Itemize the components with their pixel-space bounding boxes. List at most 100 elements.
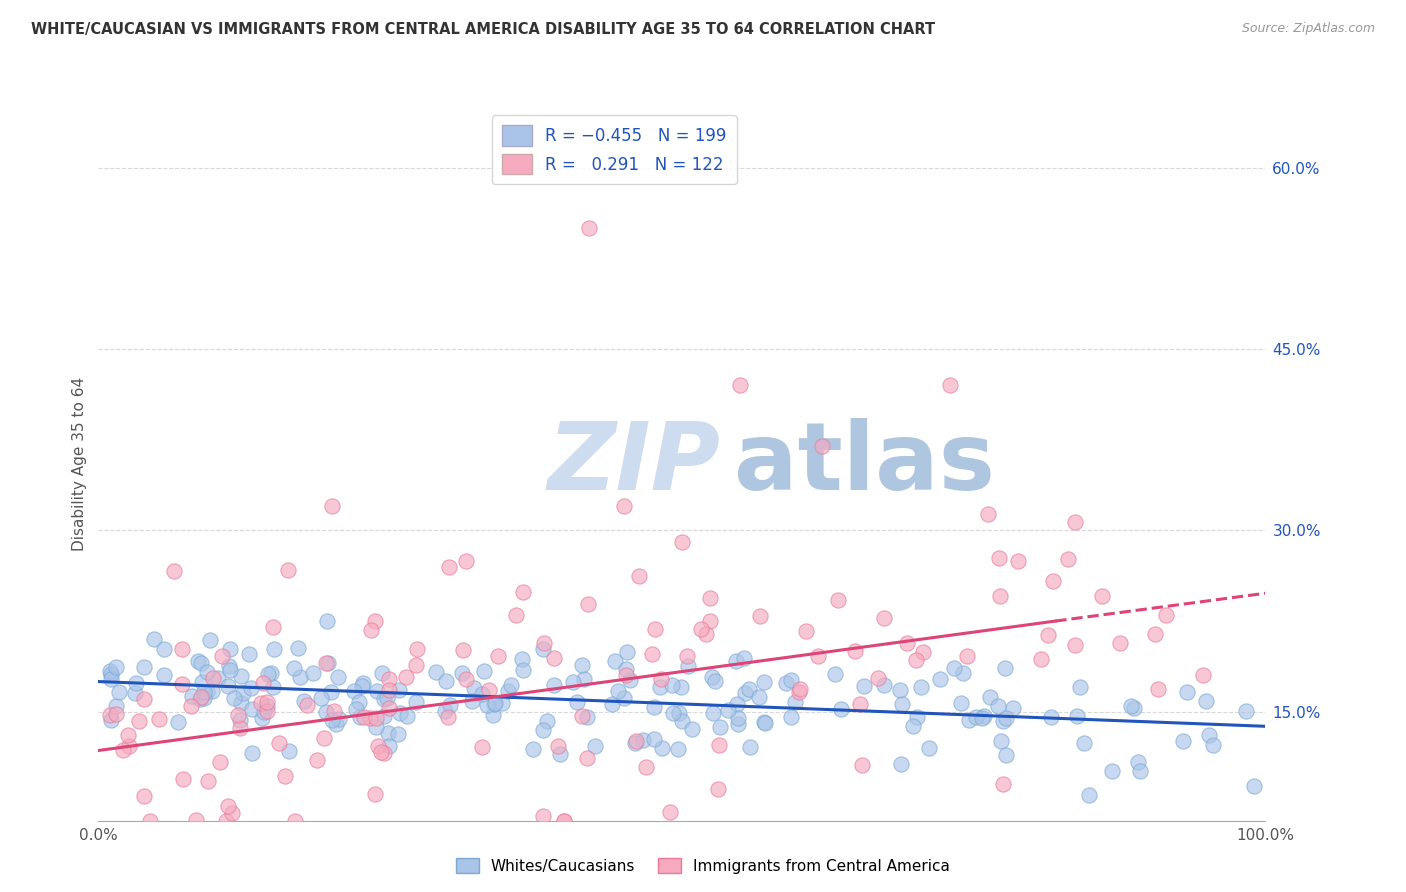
Point <box>896 636 918 650</box>
Point <box>278 744 301 758</box>
Point <box>197 774 219 789</box>
Point <box>707 782 730 797</box>
Point <box>851 757 873 772</box>
Point <box>576 597 599 611</box>
Point <box>939 378 962 392</box>
Point <box>553 814 575 828</box>
Point <box>988 551 1011 566</box>
Point <box>787 685 810 699</box>
Point <box>367 739 389 753</box>
Point <box>606 684 628 698</box>
Point <box>734 686 756 700</box>
Point <box>738 740 761 755</box>
Point <box>148 712 170 726</box>
Point <box>1198 728 1220 742</box>
Point <box>301 666 323 681</box>
Point <box>811 439 834 453</box>
Point <box>240 746 263 760</box>
Point <box>153 641 176 656</box>
Point <box>613 499 636 513</box>
Point <box>510 651 533 665</box>
Point <box>995 748 1018 763</box>
Point <box>1128 755 1150 769</box>
Point <box>779 673 801 688</box>
Point <box>905 653 928 667</box>
Point <box>238 647 260 661</box>
Point <box>262 620 284 634</box>
Point <box>277 563 299 577</box>
Point <box>375 690 398 705</box>
Point <box>314 731 336 745</box>
Point <box>228 721 250 735</box>
Point <box>571 709 593 723</box>
Point <box>256 705 278 719</box>
Point <box>681 722 703 736</box>
Point <box>658 805 681 819</box>
Point <box>267 736 290 750</box>
Point <box>478 682 501 697</box>
Point <box>328 670 350 684</box>
Point <box>190 656 212 670</box>
Point <box>231 669 253 683</box>
Point <box>217 680 239 694</box>
Point <box>531 723 554 737</box>
Point <box>661 678 683 692</box>
Point <box>1063 638 1085 652</box>
Point <box>288 670 311 684</box>
Point <box>561 675 583 690</box>
Point <box>950 696 973 710</box>
Point <box>994 661 1017 675</box>
Point <box>484 696 506 710</box>
Point <box>170 641 193 656</box>
Point <box>553 814 575 828</box>
Point <box>451 665 474 680</box>
Point <box>180 698 202 713</box>
Point <box>912 645 935 659</box>
Point <box>695 627 717 641</box>
Point <box>193 685 215 699</box>
Point <box>512 663 534 677</box>
Point <box>547 739 569 753</box>
Point <box>437 559 460 574</box>
Point <box>1069 680 1091 694</box>
Point <box>779 709 801 723</box>
Point <box>785 695 807 709</box>
Point <box>378 739 401 753</box>
Point <box>844 644 866 658</box>
Point <box>128 714 150 729</box>
Legend: Whites/Caucasians, Immigrants from Central America: Whites/Caucasians, Immigrants from Centr… <box>450 852 956 880</box>
Point <box>1119 698 1142 713</box>
Point <box>643 732 665 747</box>
Point <box>373 692 395 706</box>
Point <box>1042 574 1064 589</box>
Point <box>198 633 221 648</box>
Text: Source: ZipAtlas.com: Source: ZipAtlas.com <box>1241 22 1375 36</box>
Point <box>1101 764 1123 779</box>
Point <box>1123 701 1146 715</box>
Point <box>328 712 350 726</box>
Point <box>676 649 699 664</box>
Point <box>364 720 387 734</box>
Point <box>1144 627 1167 641</box>
Point <box>536 714 558 729</box>
Point <box>901 719 924 733</box>
Point <box>373 708 395 723</box>
Point <box>543 651 565 665</box>
Point <box>709 720 731 734</box>
Point <box>668 706 690 720</box>
Point <box>349 710 371 724</box>
Point <box>318 656 340 670</box>
Point <box>201 684 224 698</box>
Point <box>1191 668 1213 682</box>
Point <box>460 694 482 708</box>
Point <box>257 667 280 681</box>
Point <box>389 706 412 721</box>
Point <box>218 659 240 673</box>
Point <box>394 670 416 684</box>
Text: ZIP: ZIP <box>548 417 721 510</box>
Point <box>395 708 418 723</box>
Point <box>650 672 672 686</box>
Point <box>1029 652 1052 666</box>
Point <box>104 699 127 714</box>
Point <box>209 755 232 769</box>
